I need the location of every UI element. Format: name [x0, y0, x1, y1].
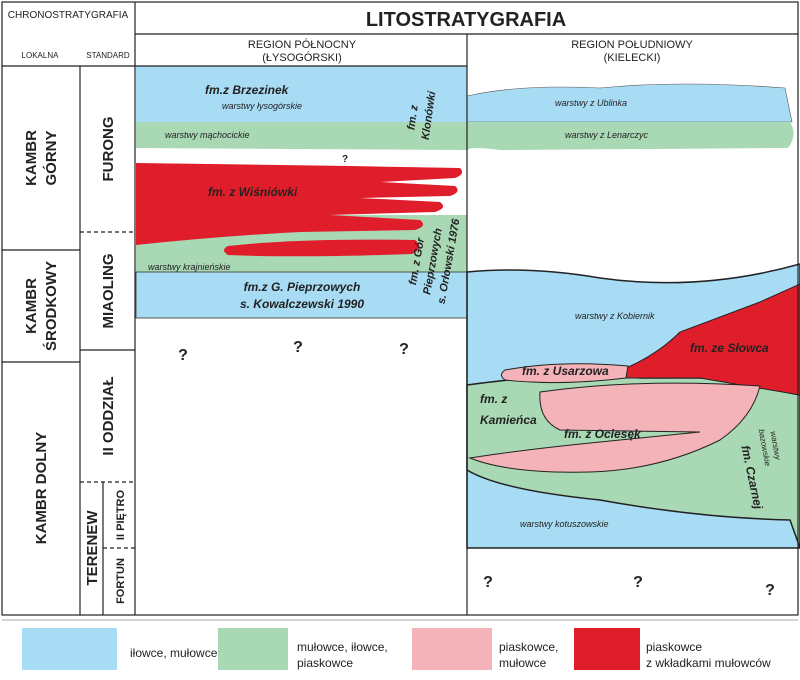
legend-swatch [218, 628, 288, 670]
legend-swatch [22, 628, 117, 670]
question-mark: ? [483, 574, 493, 591]
unit-label: II ODDZIAŁ [100, 376, 117, 455]
legend-label: mułowce, iłowce, [297, 640, 388, 654]
layer-red [224, 239, 420, 257]
legend-label: piaskowce, [499, 640, 558, 654]
layer-pink [468, 382, 761, 473]
layer-label: warstwy łysogórskie [222, 101, 302, 111]
layer-blue [136, 66, 467, 122]
header: CHRONOSTRATYGRAFIA [8, 10, 129, 21]
question-mark: ? [293, 339, 303, 356]
layer-red [136, 163, 463, 245]
layers [135, 66, 800, 549]
header: LOKALNA [22, 51, 60, 60]
layer-blue [135, 271, 468, 319]
legend: iłowce, mułowce mułowce, iłowce, piaskow… [22, 628, 771, 670]
unit-label: FORTUN [115, 558, 127, 604]
legend-label: mułowce [499, 656, 547, 670]
formation-label: s. Kowalczewski 1990 [240, 297, 364, 311]
layer-label: warstwy z Lenarczyc [565, 130, 649, 140]
unit-label: KAMBR [23, 278, 40, 334]
legend-swatch [574, 628, 640, 670]
layer-label: warstwy z Ublinka [555, 98, 627, 108]
question-mark: ? [342, 154, 348, 165]
question-mark: ? [633, 574, 643, 591]
region-name: REGION PÓŁNOCNY [248, 38, 357, 51]
question-mark: ? [765, 582, 775, 599]
header: STANDARD [86, 51, 130, 60]
question-mark: ? [399, 341, 409, 358]
legend-swatch [412, 628, 492, 670]
region-name: (ŁYSOGÓRSKI) [262, 51, 341, 64]
formation-label: fm. z Wiśniówki [208, 185, 298, 199]
formation-label: fm. z [405, 104, 420, 131]
unit-label: FURONG [100, 117, 117, 182]
layer-green [136, 122, 794, 150]
unit-label: TERENEW [84, 510, 101, 586]
formation-label: fm.z Brzezinek [205, 83, 290, 97]
formation-label: fm. z Ociesęk [564, 427, 642, 441]
layer-label: warstwy mąchocickie [165, 130, 250, 140]
layer-pink [501, 363, 629, 384]
legend-label: iłowce, mułowce [130, 646, 218, 660]
formation-label: fm. z [480, 392, 507, 406]
layer-label: warstwy krajnieńskie [148, 262, 231, 272]
legend-label: z wkładkami mułowców [646, 656, 771, 670]
formation-label: Kamieńca [480, 413, 537, 427]
region-name: (KIELECKI) [604, 52, 661, 64]
unit-label: GÓRNY [42, 130, 60, 185]
legend-label: piaskowce [646, 640, 702, 654]
unit-label: KAMBR [23, 130, 40, 186]
question-mark: ? [178, 347, 188, 364]
formation-label: fm. ze Słowca [690, 341, 769, 355]
unit-label: MIAOLING [100, 254, 117, 329]
layer-label: warstwy kotuszowskie [520, 519, 609, 529]
region-name: REGION POŁUDNIOWY [571, 39, 693, 51]
formation-label: fm.z G. Pieprzowych [244, 280, 361, 294]
formation-label: fm. z Usarzowa [522, 364, 609, 378]
unit-label: II PIĘTRO [115, 490, 127, 541]
legend-label: piaskowce [297, 656, 353, 670]
title: LITOSTRATYGRAFIA [366, 9, 566, 31]
frame [1, 1, 799, 621]
layer-blue [466, 83, 793, 123]
unit-label: ŚRODKOWY [42, 261, 60, 351]
layer-label: warstwy z Kobiernik [575, 311, 655, 321]
unit-label: KAMBR DOLNY [33, 432, 50, 545]
